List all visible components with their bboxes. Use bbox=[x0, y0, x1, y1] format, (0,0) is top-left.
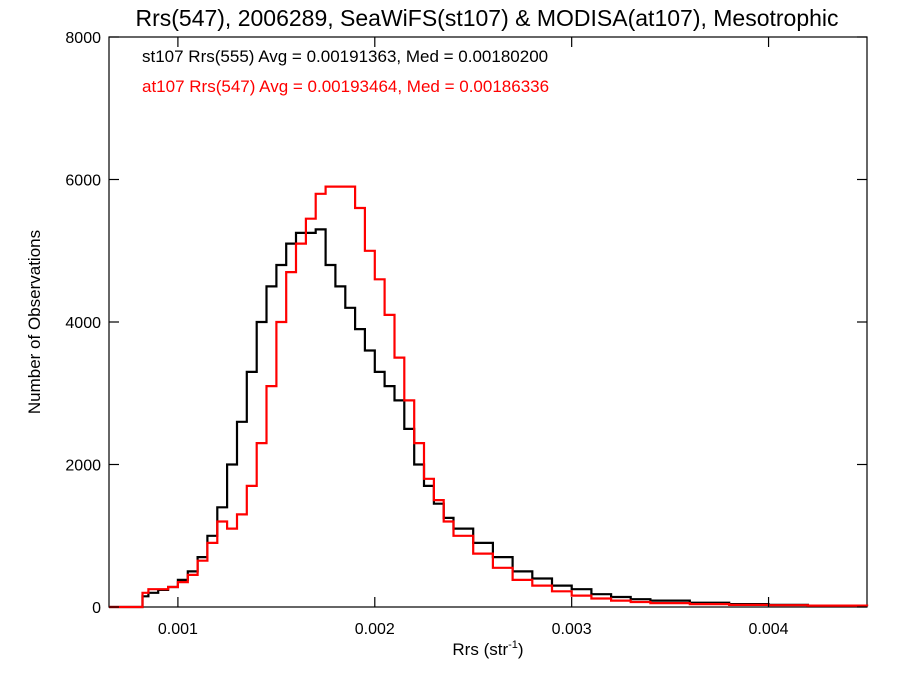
x-axis-label-sup: -1 bbox=[508, 639, 518, 651]
x-axis-label-tail: ) bbox=[518, 640, 524, 659]
x-axis-label: Rrs (str-1) bbox=[452, 639, 523, 659]
y-tick-label-1: 2000 bbox=[65, 458, 101, 475]
legend-entry-at107: at107 Rrs(547) Avg = 0.00193464, Med = 0… bbox=[142, 77, 549, 96]
legend-entry-st107: st107 Rrs(555) Avg = 0.00191363, Med = 0… bbox=[142, 47, 548, 66]
series-line-1 bbox=[109, 185, 869, 609]
x-tick-label-2: 0.003 bbox=[552, 621, 592, 638]
y-axis-label: Number of Observations bbox=[25, 230, 44, 414]
y-tick-label-0: 0 bbox=[92, 600, 101, 617]
series-group bbox=[109, 185, 869, 609]
x-axis-label-main: Rrs (str bbox=[452, 640, 508, 659]
x-tick-label-1: 0.002 bbox=[355, 621, 395, 638]
y-tick-label-2: 4000 bbox=[65, 315, 101, 332]
y-tick-label-3: 6000 bbox=[65, 173, 101, 190]
x-tick-label-3: 0.004 bbox=[749, 621, 789, 638]
chart-title: Rrs(547), 2006289, SeaWiFS(st107) & MODI… bbox=[135, 5, 838, 31]
x-ticks: 0.001 0.002 0.003 0.004 bbox=[158, 37, 789, 638]
series-line-0 bbox=[109, 228, 869, 609]
x-tick-label-0: 0.001 bbox=[158, 621, 198, 638]
y-tick-label-4: 8000 bbox=[65, 30, 101, 47]
y-ticks: 0 2000 4000 6000 8000 bbox=[65, 30, 867, 617]
